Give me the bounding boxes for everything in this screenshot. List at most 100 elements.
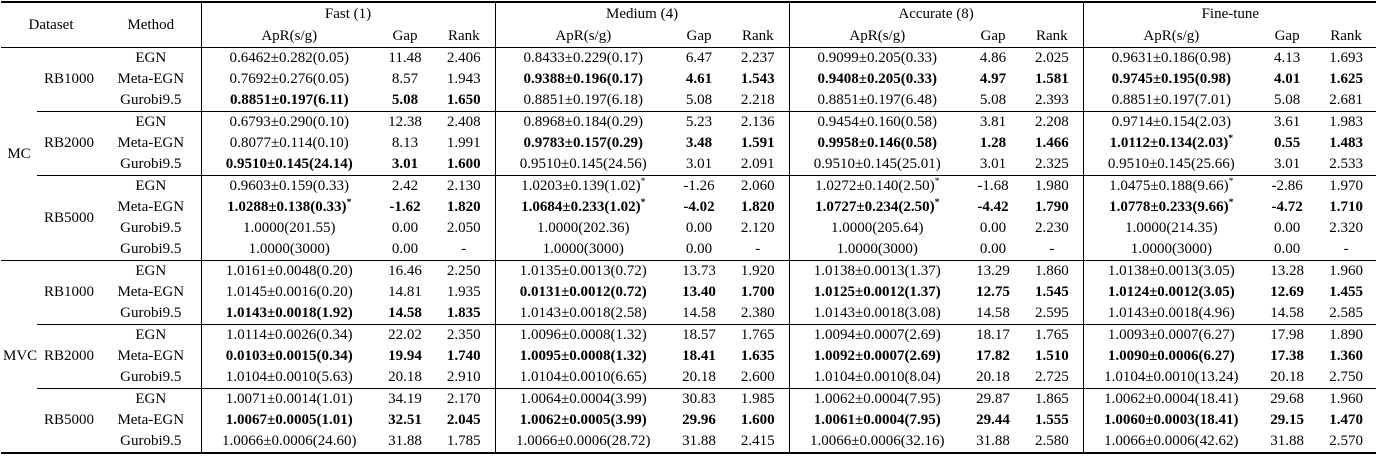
apr-cell: 0.9510±0.145(24.56) <box>494 154 672 176</box>
table-row: RB2000 EGN 1.0114±0.0026(0.34) 22.02 2.350 1.… <box>1 324 1376 389</box>
gap-cell: 17.38 <box>1270 348 1304 364</box>
subcol-apr-header: ApR(s/g) <box>200 25 378 48</box>
apr-cell: 0.9408±0.205(0.33) <box>788 69 966 90</box>
table-row: Gurobi9.5 0.8851±0.197(6.11) 5.08 1.650 0.88… <box>1 90 1376 112</box>
table-row: Gurobi9.5 1.0000(3000) 0.00 - 1.0000(3000) 0.… <box>1 239 1376 261</box>
table-row: MVC RB1000 EGN 1.0161±0.0048(0.20) 16.46 2.25… <box>1 260 1376 453</box>
apr-cell: 1.0066±0.0006(32.16) <box>788 431 966 453</box>
significance-star: * <box>1228 197 1234 208</box>
apr-cell: 1.0062±0.0004(7.95) <box>788 388 966 410</box>
method-cell: EGN <box>135 50 167 66</box>
gap-cell: 4.61 <box>685 71 713 87</box>
apr-cell: 1.0000(201.55) <box>200 218 378 239</box>
method-column-header: Method <box>101 2 202 48</box>
gap-cell: 31.88 <box>976 433 1010 449</box>
rank-cell: 1.470 <box>1329 412 1363 428</box>
rank-cell: - <box>1343 241 1349 257</box>
rank-cell: 1.543 <box>740 71 775 87</box>
apr-cell: 1.0096±0.0008(1.32) <box>494 324 672 346</box>
rank-cell: 2.237 <box>740 50 775 66</box>
apr-cell: 1.0062±0.0004(18.41) <box>1082 388 1260 410</box>
apr-cell: 1.0066±0.0006(24.60) <box>200 431 378 453</box>
rank-cell: 2.130 <box>433 175 496 197</box>
apr-cell: 0.9631±0.186(0.98) <box>1082 47 1260 69</box>
table-row: Meta-EGN 1.0067±0.0005(1.01) 32.51 2.045 1.0… <box>1 410 1376 431</box>
gap-cell: 20.18 <box>682 369 716 385</box>
gap-cell: 17.98 <box>1259 324 1316 346</box>
gap-cell: 3.01 <box>391 156 419 172</box>
apr-cell: 1.0061±0.0004(7.95) <box>788 410 966 431</box>
apr-cell: 1.0092±0.0007(2.69) <box>788 346 966 367</box>
rank-cell: 2.595 <box>1034 305 1069 321</box>
apr-cell: 1.0066±0.0006(28.72) <box>494 431 672 453</box>
apr-cell: 0.9388±0.196(0.17) <box>494 69 672 90</box>
rank-cell: 2.025 <box>1034 50 1069 66</box>
gap-cell: 4.13 <box>1273 50 1301 66</box>
rank-cell: 1.483 <box>1329 135 1363 151</box>
gap-cell: -4.72 <box>1271 199 1303 215</box>
gap-cell: 31.88 <box>682 433 716 449</box>
gap-cell: 14.58 <box>1270 305 1304 321</box>
gap-cell: 14.58 <box>682 305 716 321</box>
dataset-cell: RB1000 <box>37 260 102 325</box>
gap-cell: 0.00 <box>1273 220 1301 236</box>
rank-cell: 1.985 <box>727 388 790 410</box>
significance-star: * <box>640 176 646 187</box>
subcol-rank-header: Rank <box>1021 25 1084 48</box>
rank-cell: 1.600 <box>446 156 481 172</box>
rank-cell: 1.466 <box>1034 135 1069 151</box>
apr-cell: 1.0203±0.139(1.02)* <box>494 175 672 197</box>
method-cell: Meta-EGN <box>117 284 185 300</box>
rank-cell: - <box>755 241 761 257</box>
rank-cell: 2.325 <box>1034 156 1069 172</box>
header-row-groups: Dataset Method Fast (1) Medium (4) Accur… <box>1 2 1376 48</box>
gap-cell: 17.82 <box>976 348 1010 364</box>
rank-cell: 1.970 <box>1315 175 1376 197</box>
subcol-gap-header: Gap <box>671 25 728 48</box>
apr-cell: 1.0727±0.234(2.50)* <box>788 197 966 218</box>
rank-cell: 2.091 <box>740 156 775 172</box>
rank-cell: 1.510 <box>1034 348 1069 364</box>
gap-cell: 31.88 <box>1270 433 1304 449</box>
rank-cell: 2.415 <box>740 433 775 449</box>
header-row-subcols: ApR(s/g) Gap Rank ApR(s/g) Gap Rank ApR(… <box>1 25 1376 48</box>
apr-cell: 1.0104±0.0010(5.63) <box>200 367 378 389</box>
apr-cell: 1.0000(202.36) <box>494 218 672 239</box>
gap-cell: 4.01 <box>1273 71 1301 87</box>
table-row: MC RB1000 EGN 0.6462±0.282(0.05) 11.48 2.406 0… <box>1 47 1376 162</box>
apr-cell: 1.0475±0.188(9.66)* <box>1082 175 1260 197</box>
dataset-cell: RB5000 <box>37 388 102 453</box>
apr-cell: 1.0000(3000) <box>200 239 378 261</box>
apr-cell: 0.8851±0.197(7.01) <box>1082 90 1260 112</box>
gap-cell: 3.81 <box>965 111 1022 133</box>
apr-cell: 1.0143±0.0018(2.58) <box>494 303 672 325</box>
rank-cell: 1.860 <box>1021 260 1084 282</box>
gap-cell: 14.81 <box>388 284 422 300</box>
significance-star: * <box>346 197 352 208</box>
apr-cell: 1.0067±0.0005(1.01) <box>200 410 378 431</box>
method-cell: Gurobi9.5 <box>120 92 182 108</box>
rank-cell: 2.750 <box>1329 369 1363 385</box>
subcol-gap-header: Gap <box>377 25 434 48</box>
gap-cell: 11.48 <box>388 50 422 66</box>
table-row: Gurobi9.5 1.0104±0.0010(5.63) 20.18 2.910 1.… <box>1 367 1376 389</box>
gap-cell: 3.01 <box>685 156 713 172</box>
gap-cell: 0.55 <box>1273 135 1301 151</box>
gap-cell: 4.97 <box>979 71 1007 87</box>
rank-cell: 2.120 <box>740 220 775 236</box>
rank-cell: 1.625 <box>1329 71 1363 87</box>
apr-cell: 0.9745±0.195(0.98) <box>1082 69 1260 90</box>
gap-cell: 3.01 <box>979 156 1007 172</box>
rank-cell: 1.600 <box>740 412 775 428</box>
apr-cell: 0.8851±0.197(6.48) <box>788 90 966 112</box>
rank-cell: 2.408 <box>433 111 496 133</box>
apr-cell: 1.0138±0.0013(1.37) <box>788 260 966 282</box>
apr-cell: 1.0000(214.35) <box>1082 218 1260 239</box>
rank-cell: 1.455 <box>1329 284 1363 300</box>
rank-cell: 2.533 <box>1329 156 1363 172</box>
gap-cell: 0.00 <box>1273 241 1301 257</box>
apr-cell: 1.0143±0.0018(4.96) <box>1082 303 1260 325</box>
rank-cell: 2.060 <box>727 175 790 197</box>
gap-cell: 5.08 <box>979 92 1007 108</box>
apr-cell: 0.6793±0.290(0.10) <box>200 111 378 133</box>
